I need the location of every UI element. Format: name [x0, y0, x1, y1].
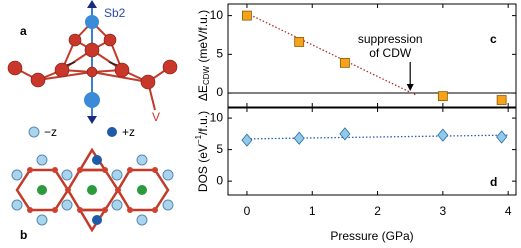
data-point [242, 10, 252, 21]
data-point [496, 130, 508, 144]
data-point [241, 133, 253, 147]
panel-label: a [20, 24, 27, 38]
y-axis-label: ΔECDW (meV/f.u.) [196, 10, 211, 101]
panel-label: d [490, 175, 497, 189]
structure-a: a Sb2 V [7, 0, 178, 124]
data-point [293, 131, 305, 145]
x-tick-label: 2 [374, 204, 381, 218]
fit-line [246, 134, 509, 140]
data-point [339, 127, 351, 141]
y-label-part: (meV/f.u.) [196, 10, 210, 66]
y-tick-label: 10 [210, 110, 224, 124]
panel-label: b [20, 228, 27, 242]
data-point [294, 37, 305, 47]
y-label-part: /f.u.) [196, 111, 210, 135]
y-tick-label: 10 [210, 8, 224, 22]
y-label-part: DOS (eV [196, 144, 210, 192]
plot-frame [227, 3, 517, 108]
plot-frame [227, 107, 517, 196]
atom-label: V [152, 110, 160, 124]
data-point [339, 57, 350, 68]
arrow-head [406, 84, 414, 92]
structure-b: −z +z b [11, 125, 174, 242]
y-label-sub: CDW [202, 65, 211, 85]
y-tick-label: 0 [216, 173, 223, 187]
x-tick-label: 3 [440, 204, 447, 218]
y-axis-label: DOS (eV−1/f.u.) [194, 111, 210, 192]
data-point [437, 91, 448, 102]
x-tick-label: 4 [505, 204, 512, 218]
panel-label: c [490, 32, 497, 46]
x-tick-label: 1 [309, 204, 316, 218]
x-tick-label: 0 [244, 204, 251, 218]
annotation: suppression [358, 32, 423, 46]
annotation: of CDW [369, 46, 412, 60]
y-tick-label: 5 [216, 142, 223, 156]
atom-label: Sb2 [104, 6, 126, 20]
data-point [496, 95, 507, 105]
x-axis-label: Pressure (GPa) [330, 229, 413, 243]
y-tick-label: 0 [216, 85, 223, 99]
y-label-part: ΔE [196, 85, 210, 101]
data-point [437, 128, 449, 142]
y-label-sup: −1 [194, 134, 203, 144]
y-tick-label: 5 [216, 47, 223, 61]
legend-text: −z [44, 125, 57, 139]
legend-text: +z [122, 125, 135, 139]
